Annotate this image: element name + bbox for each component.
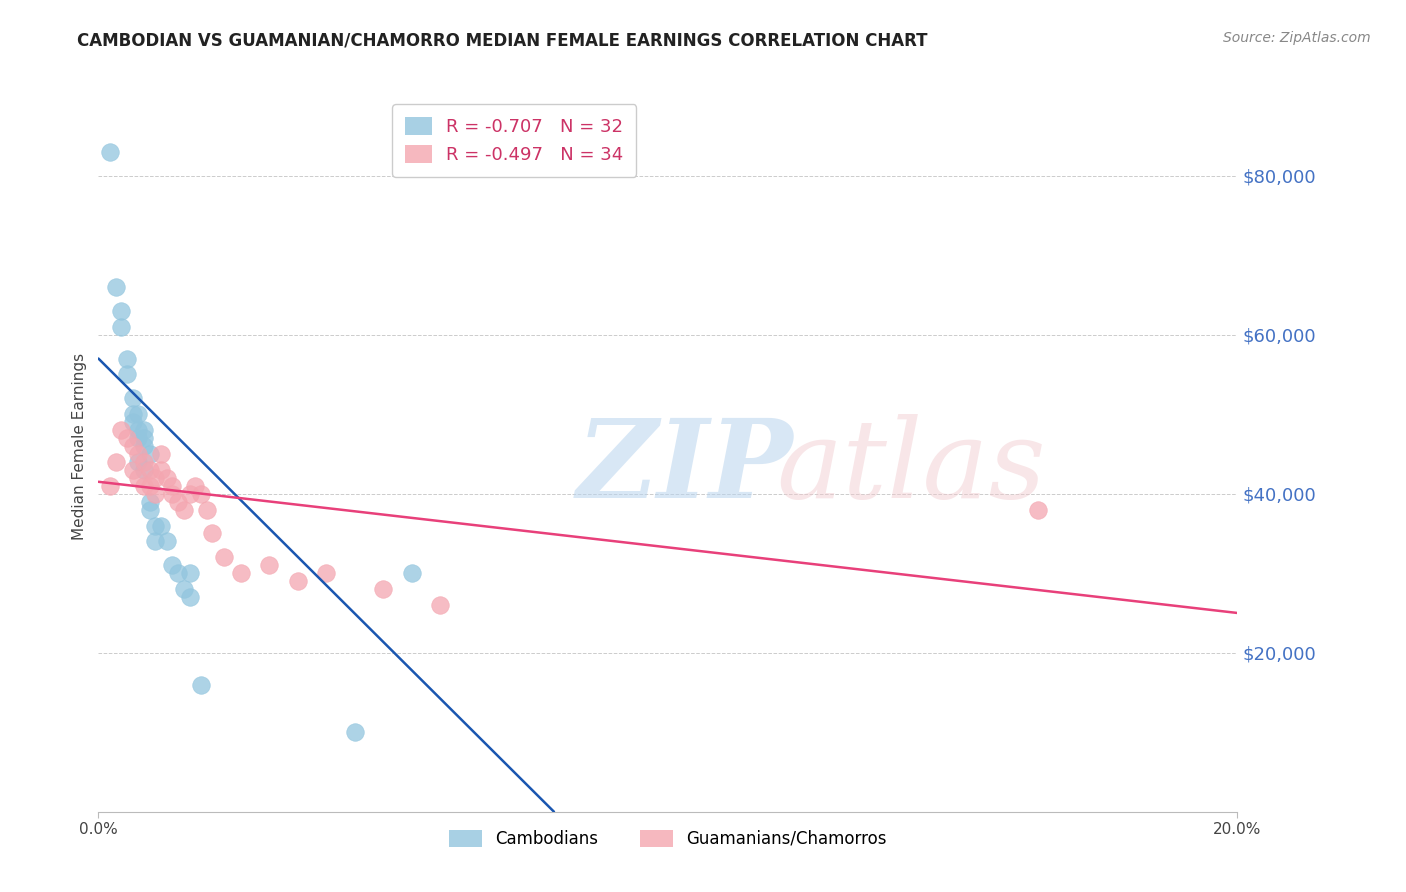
Point bbox=[167, 494, 190, 508]
Point bbox=[259, 558, 281, 573]
Point bbox=[138, 447, 160, 461]
Text: ZIP: ZIP bbox=[576, 414, 793, 522]
Point bbox=[1026, 502, 1049, 516]
Point bbox=[138, 494, 160, 508]
Text: CAMBODIAN VS GUAMANIAN/CHAMORRO MEDIAN FEMALE EARNINGS CORRELATION CHART: CAMBODIAN VS GUAMANIAN/CHAMORRO MEDIAN F… bbox=[77, 31, 928, 49]
Point bbox=[429, 598, 451, 612]
Point bbox=[104, 280, 127, 294]
Point bbox=[150, 447, 173, 461]
Point bbox=[138, 463, 160, 477]
Point bbox=[173, 582, 195, 596]
Point bbox=[287, 574, 309, 589]
Point bbox=[156, 471, 179, 485]
Point bbox=[343, 725, 366, 739]
Point bbox=[132, 423, 155, 437]
Point bbox=[179, 590, 201, 604]
Text: Source: ZipAtlas.com: Source: ZipAtlas.com bbox=[1223, 31, 1371, 45]
Point bbox=[212, 550, 235, 565]
Point bbox=[132, 431, 155, 445]
Point bbox=[115, 368, 138, 382]
Point bbox=[173, 502, 195, 516]
Point bbox=[150, 463, 173, 477]
Point bbox=[150, 518, 173, 533]
Point bbox=[121, 463, 143, 477]
Point bbox=[115, 431, 138, 445]
Point bbox=[190, 677, 212, 691]
Point bbox=[132, 455, 155, 469]
Point bbox=[229, 566, 252, 581]
Text: atlas: atlas bbox=[776, 414, 1046, 522]
Point bbox=[145, 486, 167, 500]
Point bbox=[132, 479, 155, 493]
Point bbox=[121, 407, 143, 421]
Point bbox=[98, 479, 121, 493]
Point bbox=[127, 471, 149, 485]
Point bbox=[121, 415, 143, 429]
Point bbox=[373, 582, 395, 596]
Point bbox=[145, 471, 167, 485]
Point bbox=[127, 447, 149, 461]
Point bbox=[190, 486, 212, 500]
Point bbox=[132, 463, 155, 477]
Point bbox=[110, 423, 132, 437]
Point bbox=[127, 455, 149, 469]
Point bbox=[138, 479, 160, 493]
Point bbox=[121, 439, 143, 453]
Point bbox=[145, 534, 167, 549]
Point bbox=[401, 566, 423, 581]
Point bbox=[162, 558, 184, 573]
Point bbox=[110, 319, 132, 334]
Point bbox=[162, 486, 184, 500]
Point bbox=[145, 518, 167, 533]
Point bbox=[110, 303, 132, 318]
Point bbox=[315, 566, 337, 581]
Point bbox=[201, 526, 224, 541]
Point bbox=[115, 351, 138, 366]
Point bbox=[195, 502, 218, 516]
Point bbox=[162, 479, 184, 493]
Point bbox=[179, 486, 201, 500]
Point bbox=[121, 392, 143, 406]
Point bbox=[127, 407, 149, 421]
Point bbox=[127, 431, 149, 445]
Point bbox=[156, 534, 179, 549]
Point bbox=[167, 566, 190, 581]
Y-axis label: Median Female Earnings: Median Female Earnings bbox=[72, 352, 87, 540]
Point bbox=[127, 423, 149, 437]
Point bbox=[98, 145, 121, 159]
Legend: Cambodians, Guamanians/Chamorros: Cambodians, Guamanians/Chamorros bbox=[441, 823, 894, 855]
Point bbox=[138, 502, 160, 516]
Point bbox=[104, 455, 127, 469]
Point bbox=[184, 479, 207, 493]
Point bbox=[132, 439, 155, 453]
Point bbox=[179, 566, 201, 581]
